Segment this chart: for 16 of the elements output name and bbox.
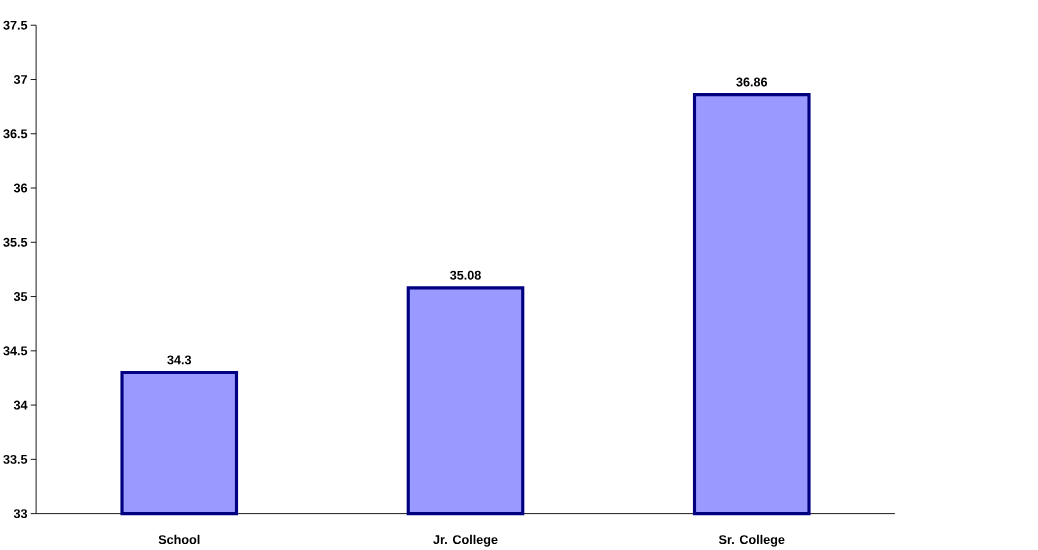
y-tick-label: 34 <box>13 400 28 410</box>
y-tick-label: 36.5 <box>3 129 28 139</box>
y-tick-label: 33.5 <box>3 455 28 465</box>
y-tick-label: 37.5 <box>3 20 28 30</box>
x-tick-label: School <box>158 535 200 545</box>
x-tick-label: Jr. College <box>433 535 498 547</box>
y-tick-label: 34.5 <box>3 346 28 356</box>
y-tick-label: 33 <box>13 509 28 519</box>
data-label: 34.3 <box>167 355 192 365</box>
data-label: 35.08 <box>450 270 481 280</box>
data-label: 36.86 <box>736 77 768 87</box>
y-tick-label: 35.5 <box>3 238 28 247</box>
x-tick-label: Sr. College <box>718 535 785 547</box>
y-tick-label: 37 <box>13 75 27 85</box>
y-tick-label: 35 <box>13 292 28 302</box>
y-tick-label: 36 <box>13 183 28 193</box>
